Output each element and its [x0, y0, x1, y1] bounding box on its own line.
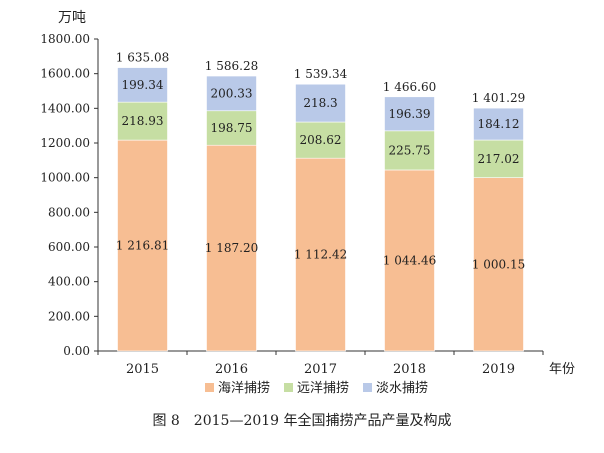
- x-tick-label: 2017: [304, 362, 337, 377]
- bar-segment: [384, 169, 435, 352]
- legend-label: 海洋捕捞: [218, 380, 270, 396]
- data-label: 218.93: [122, 114, 164, 128]
- legend-swatch: [284, 383, 293, 392]
- x-axis-title: 年份: [549, 362, 575, 377]
- bar-segment: [384, 96, 435, 132]
- legend-label: 淡水捕捞: [376, 380, 428, 396]
- data-label: 1 216.81: [116, 239, 169, 253]
- y-tick-label: 800.00: [48, 205, 90, 219]
- data-label: 208.62: [300, 133, 342, 147]
- data-label: 200.33: [211, 86, 253, 100]
- legend-label: 远洋捕捞: [297, 380, 349, 396]
- data-label: 1 112.42: [294, 248, 347, 262]
- bar-segment: [295, 157, 346, 352]
- bar-segment: [206, 110, 257, 146]
- total-label: 1 466.60: [383, 80, 436, 94]
- data-label: 1 044.46: [383, 253, 436, 267]
- data-label: 199.34: [122, 78, 164, 92]
- x-tick-label: 2015: [126, 362, 159, 377]
- bar-segment: [473, 177, 524, 352]
- y-tick-label: 1200.00: [40, 136, 90, 150]
- data-label: 198.75: [211, 121, 253, 135]
- figure-caption: 图 8 2015—2019 年全国捕捞产品产量及构成: [152, 413, 452, 429]
- data-label: 196.39: [389, 107, 431, 121]
- legend-swatch: [363, 383, 372, 392]
- y-tick-label: 1800.00: [40, 32, 90, 46]
- total-label: 1 539.34: [294, 67, 348, 81]
- y-tick-label: 1400.00: [40, 101, 90, 115]
- data-label: 218.3: [303, 96, 337, 110]
- x-tick-label: 2018: [393, 362, 426, 377]
- data-label: 225.75: [389, 143, 431, 157]
- unit-label: 万吨: [58, 10, 86, 26]
- bar-segment: [117, 67, 168, 103]
- total-label: 1 586.28: [205, 59, 258, 73]
- total-label: 1 401.29: [472, 91, 525, 105]
- bar-segment: [473, 107, 524, 141]
- bar-segment: [206, 144, 257, 352]
- y-tick-label: 400.00: [48, 275, 90, 289]
- bar-segment: [473, 139, 524, 178]
- data-label: 1 187.20: [205, 241, 258, 255]
- bar-segment: [295, 121, 346, 159]
- y-tick-label: 200.00: [48, 309, 90, 323]
- bar-segment: [384, 130, 435, 171]
- y-tick-label: 1000.00: [40, 171, 90, 185]
- data-label: 1 000.15: [472, 257, 525, 271]
- legend-swatch: [205, 383, 214, 392]
- total-label: 1 635.08: [116, 51, 169, 65]
- x-tick-label: 2016: [215, 362, 248, 377]
- y-tick-label: 600.00: [48, 240, 90, 254]
- data-label: 217.02: [478, 152, 520, 166]
- data-label: 184.12: [478, 117, 520, 131]
- bar-segment: [295, 83, 346, 123]
- y-tick-label: 1600.00: [40, 67, 90, 81]
- bar-segment: [206, 75, 257, 112]
- y-tick-label: 0.00: [63, 344, 90, 358]
- x-tick-label: 2019: [482, 362, 515, 377]
